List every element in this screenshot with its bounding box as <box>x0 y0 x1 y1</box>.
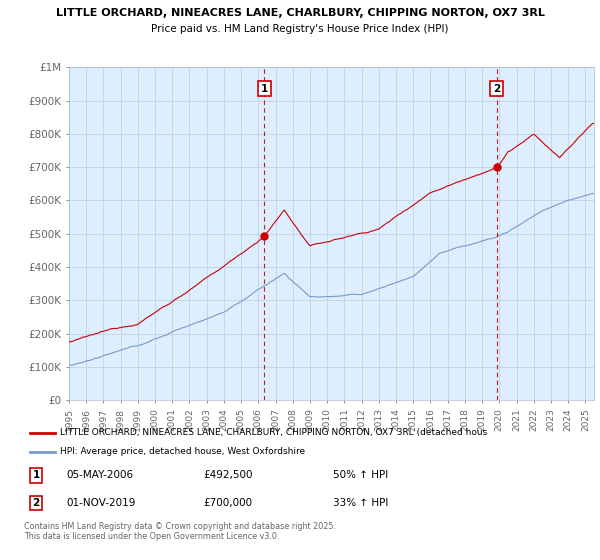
Text: Price paid vs. HM Land Registry's House Price Index (HPI): Price paid vs. HM Land Registry's House … <box>151 24 449 34</box>
Text: 2: 2 <box>32 498 40 508</box>
Text: LITTLE ORCHARD, NINEACRES LANE, CHARLBURY, CHIPPING NORTON, OX7 3RL (detached ho: LITTLE ORCHARD, NINEACRES LANE, CHARLBUR… <box>61 428 488 437</box>
Text: 1: 1 <box>261 84 268 94</box>
Text: 33% ↑ HPI: 33% ↑ HPI <box>332 498 388 508</box>
Text: 01-NOV-2019: 01-NOV-2019 <box>66 498 136 508</box>
Text: £492,500: £492,500 <box>203 470 253 480</box>
Text: 2: 2 <box>493 84 500 94</box>
Text: LITTLE ORCHARD, NINEACRES LANE, CHARLBURY, CHIPPING NORTON, OX7 3RL: LITTLE ORCHARD, NINEACRES LANE, CHARLBUR… <box>56 8 544 18</box>
Text: £700,000: £700,000 <box>203 498 253 508</box>
Text: 05-MAY-2006: 05-MAY-2006 <box>66 470 133 480</box>
Text: 1: 1 <box>32 470 40 480</box>
Text: HPI: Average price, detached house, West Oxfordshire: HPI: Average price, detached house, West… <box>61 447 305 456</box>
Text: 50% ↑ HPI: 50% ↑ HPI <box>332 470 388 480</box>
Text: Contains HM Land Registry data © Crown copyright and database right 2025.
This d: Contains HM Land Registry data © Crown c… <box>24 522 336 542</box>
